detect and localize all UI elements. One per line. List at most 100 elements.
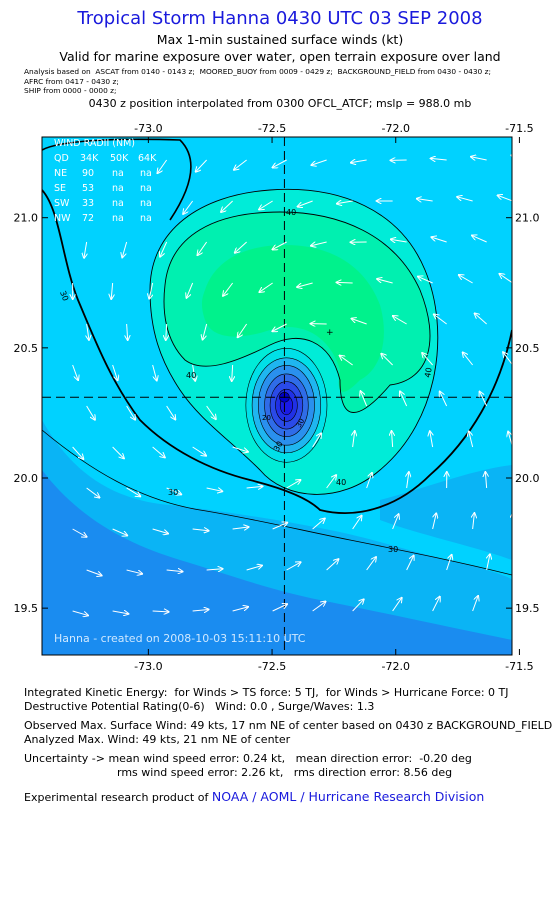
analysis-line: Analysis based on ASCAT from 0140 - 0143… [24,67,491,76]
lon-tick-label-top: -72.5 [258,122,286,135]
wind-arrow [232,364,233,381]
creation-stamp: Hanna - created on 2008-10-03 15:11:10 U… [54,632,306,645]
contour-label: 30 [272,440,285,453]
wind-arrow [515,313,526,324]
wind-arrow [246,486,263,488]
lon-tick-label-bottom: -72.0 [382,660,410,673]
wind-arrow [392,514,399,530]
wind-arrow [471,157,487,160]
contour-line-34kt [42,189,512,514]
contour-label: 20 [262,414,271,422]
wind-arrow [391,239,407,242]
wind-arrow [337,282,353,283]
wind-arrow [440,392,448,407]
wind-arrow [166,405,176,419]
wind-arrow [232,446,248,452]
wind-arrow [499,274,512,284]
wind-arrow [127,323,128,340]
wind-arrow [432,597,440,612]
wind-arrow [340,356,353,366]
wind-arrow [166,570,183,572]
wind-arrow [519,392,526,406]
wind-radii-quadrant: SW [54,198,70,209]
wind-arrow [297,282,313,287]
wind-arrow [152,611,169,612]
wind-arrow [152,528,168,534]
observed-max-wind: Observed Max. Surface Wind: 49 kts, 17 n… [24,719,553,732]
max-wind-marker: + [326,328,334,338]
page-title: Tropical Storm Hanna 0430 UTC 03 SEP 200… [77,8,483,29]
wind-arrow [418,277,433,284]
wind-arrow [459,275,473,284]
wind-arrow [326,475,336,489]
contour-label: 30 [58,290,70,303]
wind-arrow [192,446,206,456]
wind-arrow [198,241,208,255]
wind-arrow [366,473,372,489]
east-land-band [380,465,512,560]
wind-arrow [246,566,262,571]
wind-arrow [72,364,78,380]
wind-radii-value: na [112,183,124,194]
wind-radii-value: 33 [82,198,94,209]
wind-radii-header: 50K [110,153,129,164]
credit-prefix: Experimental research product of [24,791,212,804]
wind-arrow [235,241,247,253]
contour-line [149,188,439,495]
wind-arrow [232,527,249,529]
contour-label: 40 [336,478,346,487]
wind-arrow [72,528,87,537]
wind-arrow [312,602,326,612]
wind-arrow [392,431,393,448]
wind-arrow [311,241,327,246]
wind-arrow [272,523,288,530]
wind-radii-value: 90 [82,168,94,179]
position-note: 0430 z position interpolated from 0300 O… [88,97,472,110]
wind-radii-header: 64K [138,153,157,164]
wind-radii-value: na [112,213,124,224]
wind-arrow [407,472,409,489]
wind-arrow [149,282,152,299]
wind-radii-value: na [140,198,152,209]
contour-label: 40 [186,371,196,380]
dpr-text: Destructive Potential Rating(0-6) Wind: … [24,700,375,713]
wind-arrow [72,446,84,459]
wind-arrow [392,598,402,612]
wind-arrow [326,559,339,571]
wind-arrow [381,354,393,366]
wind-arrow [406,556,414,571]
wind-arrow [186,282,194,298]
wind-arrow [234,159,247,170]
storm-core [245,348,328,463]
wind-arrow [152,364,157,380]
wind-arrow [377,279,393,284]
wind-arrow [272,604,287,612]
wind-arrow [111,282,112,299]
wind-arrow [393,316,407,325]
contour-label: 30 [295,417,306,429]
wind-arrow [353,431,355,448]
wind-radii-header: 34K [80,153,99,164]
wind-arrow [352,516,362,530]
hrd-link[interactable]: NOAA / AOML / Hurricane Research Divisio… [211,789,485,804]
wind-arrow [430,431,433,448]
lat-tick-label-left: 20.0 [14,472,39,485]
wind-arrow [366,557,376,571]
contour-line [42,429,512,576]
wind-arrow [487,554,490,571]
wind-arrow [352,319,367,325]
wind-vectors [72,155,526,615]
map-frame [41,136,513,656]
contour-label: 40 [423,367,434,379]
wind-arrow [157,159,168,173]
wind-arrow [72,610,88,615]
wind-arrow [431,237,447,243]
wind-arrow [446,555,452,571]
wind-arrow [337,201,353,204]
analysis-sources: Analysis based on ASCAT from 0140 - 0143… [24,67,491,96]
wind-arrow [196,159,207,172]
center-crosshair [42,137,512,655]
wind-radii-title: WIND RADII (NM) [54,138,135,149]
wind-arrow [272,323,287,331]
